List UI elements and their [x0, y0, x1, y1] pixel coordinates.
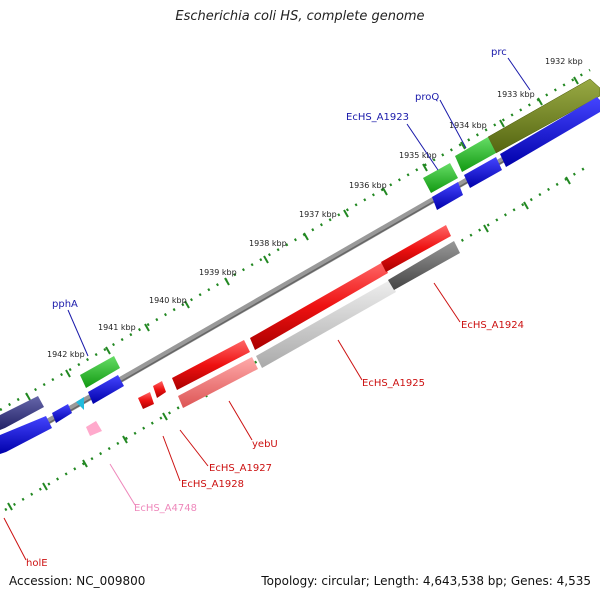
gene-darkgray-feature[interactable] [388, 241, 460, 290]
tick-label: 1942 kbp [47, 350, 85, 359]
gene-label-EcHS_A4748[interactable]: EcHS_A4748 [134, 503, 197, 514]
gene-cyan-feature[interactable] [76, 397, 84, 410]
gene-EcHS_A1924-feature[interactable] [381, 225, 451, 272]
gene-label-EcHS_A1923[interactable]: EcHS_A1923 [346, 112, 409, 123]
gene-EcHS_A1927-feature[interactable] [153, 381, 166, 398]
gene-label-yebU[interactable]: yebU [252, 439, 278, 450]
gene-pphA-feature[interactable] [80, 356, 120, 388]
gene-label-EcHS_A1924[interactable]: EcHS_A1924 [461, 320, 524, 331]
outer-major-ticks [25, 76, 579, 401]
label-leader-lines [3, 57, 531, 561]
gene-blue-prc-strand[interactable] [500, 97, 600, 167]
gene-label-EcHS_A1928[interactable]: EcHS_A1928 [181, 479, 244, 490]
gene-EcHS_A4748-feature[interactable] [86, 421, 102, 436]
tick-label: 1932 kbp [545, 57, 583, 66]
reverse-strand-features [86, 225, 460, 436]
gene-pinkred-feature[interactable] [178, 357, 258, 408]
tick-label: 1935 kbp [399, 151, 437, 160]
gene-proQ-feature[interactable] [455, 137, 496, 172]
gene-blue-feature[interactable] [0, 416, 52, 454]
tick-label: 1939 kbp [199, 268, 237, 277]
gene-label-proQ[interactable]: proQ [415, 92, 439, 103]
tick-label: 1940 kbp [149, 296, 187, 305]
tick-label: 1934 kbp [449, 121, 487, 130]
forward-strand-features [0, 78, 600, 454]
gene-EcHS_A1923-feature[interactable] [423, 163, 458, 193]
gene-label-EcHS_A1927[interactable]: EcHS_A1927 [209, 463, 272, 474]
tick-label: 1941 kbp [98, 323, 136, 332]
accession-text: Accession: NC_009800 [9, 574, 146, 588]
gene-EcHS_A1928-feature[interactable] [138, 392, 154, 409]
tick-label: 1936 kbp [349, 181, 387, 190]
scale-tick-labels: 1932 kbp 1933 kbp 1934 kbp 1935 kbp 1936… [47, 57, 583, 359]
gene-navy-feature[interactable] [0, 396, 44, 430]
gene-label-holE[interactable]: holE [26, 558, 48, 569]
map-title: Escherichia coli HS, complete genome [175, 9, 425, 24]
gene-gray-feature[interactable] [256, 280, 396, 368]
gene-labels: prc proQ EcHS_A1923 pphA EcHS_A1924 EcHS… [26, 47, 524, 569]
tick-label: 1937 kbp [299, 210, 337, 219]
gene-blue-feature[interactable] [464, 157, 502, 188]
gene-EcHS_A1925-feature[interactable] [250, 262, 388, 350]
topology-text: Topology: circular; Length: 4,643,538 bp… [261, 574, 591, 588]
gene-label-EcHS_A1925[interactable]: EcHS_A1925 [362, 378, 425, 389]
tick-label: 1933 kbp [497, 90, 535, 99]
gene-blue-feature[interactable] [88, 375, 124, 404]
gene-label-prc[interactable]: prc [491, 47, 507, 58]
gene-blue-feature[interactable] [432, 182, 463, 210]
tick-label: 1938 kbp [249, 239, 287, 248]
outer-scale-track [0, 68, 591, 412]
gene-label-pphA[interactable]: pphA [52, 299, 78, 310]
gene-yebU-feature[interactable] [172, 340, 250, 390]
gene-blue-feature[interactable] [52, 404, 72, 423]
